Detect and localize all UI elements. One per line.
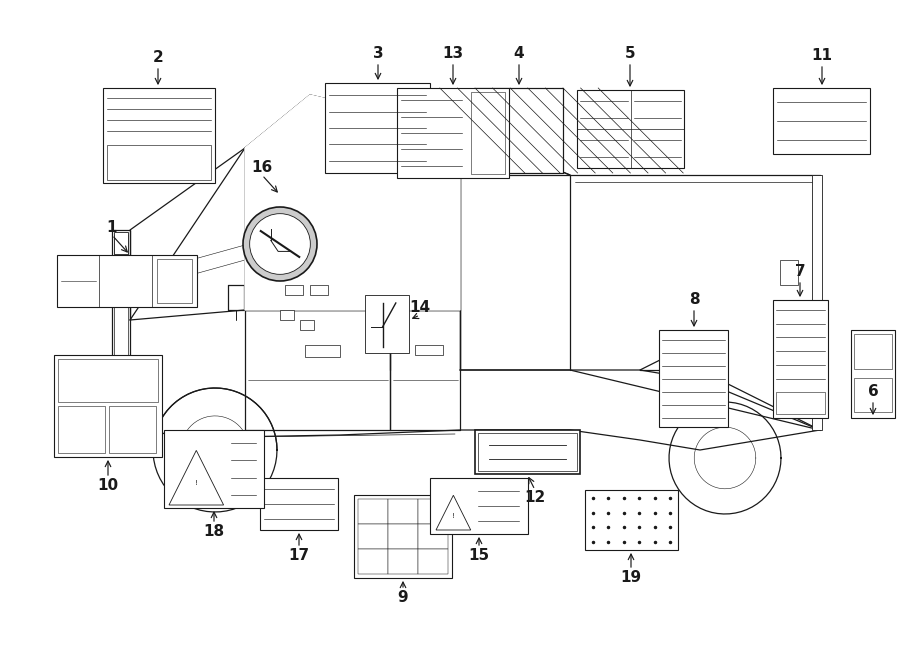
Bar <box>475 430 580 474</box>
Bar <box>773 88 870 154</box>
Bar <box>478 433 577 471</box>
Bar <box>58 359 158 402</box>
Text: 3: 3 <box>373 46 383 61</box>
Bar <box>310 285 328 295</box>
Bar <box>659 330 728 427</box>
Text: 1: 1 <box>107 219 117 235</box>
Text: 16: 16 <box>251 159 273 175</box>
Text: 9: 9 <box>398 590 409 605</box>
Polygon shape <box>436 495 471 530</box>
Bar <box>418 524 448 549</box>
Bar <box>285 285 303 295</box>
Text: 10: 10 <box>97 479 119 494</box>
Text: 8: 8 <box>688 293 699 307</box>
Polygon shape <box>169 450 223 505</box>
Bar <box>415 345 443 355</box>
Text: 19: 19 <box>620 570 642 586</box>
Circle shape <box>243 207 317 281</box>
Text: !: ! <box>452 513 454 519</box>
Bar <box>854 378 892 412</box>
Bar <box>475 88 563 173</box>
Text: 11: 11 <box>812 48 833 63</box>
Bar <box>157 259 193 303</box>
Bar <box>388 499 418 524</box>
Bar <box>57 255 197 307</box>
Bar <box>354 495 452 578</box>
Bar <box>475 88 563 173</box>
Polygon shape <box>245 95 460 310</box>
Text: 6: 6 <box>868 385 878 399</box>
Bar <box>780 260 798 285</box>
Bar <box>114 232 128 254</box>
Bar <box>280 310 294 320</box>
Bar <box>577 90 684 168</box>
Bar <box>358 524 388 549</box>
Bar <box>114 235 128 355</box>
Text: 15: 15 <box>468 549 490 563</box>
Bar <box>260 478 338 530</box>
Bar <box>109 406 156 453</box>
Bar <box>300 320 314 330</box>
Bar <box>305 345 340 357</box>
Bar <box>103 88 215 183</box>
Bar <box>325 83 430 173</box>
Bar <box>854 334 892 369</box>
Bar <box>773 300 828 418</box>
Text: 17: 17 <box>288 549 310 563</box>
Bar <box>164 430 264 508</box>
Bar <box>365 295 409 353</box>
Text: 12: 12 <box>525 490 545 506</box>
Bar <box>54 355 162 457</box>
Text: 7: 7 <box>795 264 806 280</box>
Bar <box>388 524 418 549</box>
Circle shape <box>249 214 310 274</box>
Text: 5: 5 <box>625 46 635 61</box>
Bar <box>388 549 418 574</box>
Bar <box>397 88 509 178</box>
Bar <box>585 490 678 550</box>
Bar <box>851 330 895 418</box>
Text: 2: 2 <box>153 50 164 65</box>
Text: !: ! <box>195 480 198 486</box>
Bar <box>776 392 825 414</box>
Bar <box>107 145 211 180</box>
Bar <box>418 499 448 524</box>
Text: 4: 4 <box>514 46 525 61</box>
Text: 18: 18 <box>203 524 225 539</box>
Bar <box>358 499 388 524</box>
Text: 13: 13 <box>443 46 464 61</box>
Bar <box>430 478 528 534</box>
Bar <box>58 406 105 453</box>
Bar <box>812 175 822 430</box>
Text: 14: 14 <box>410 299 430 315</box>
Bar <box>418 549 448 574</box>
Bar <box>358 549 388 574</box>
Bar <box>471 92 505 174</box>
